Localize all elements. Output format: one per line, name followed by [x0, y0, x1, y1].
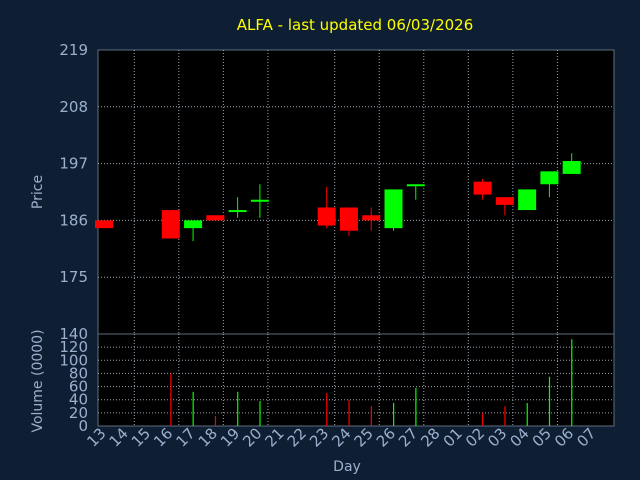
x-tick-label: 07 [573, 424, 599, 450]
volume-bar [415, 387, 417, 426]
candle-body [228, 210, 247, 213]
candle-body [562, 161, 581, 174]
price-tick-label: 208 [59, 98, 88, 116]
candle-body [540, 171, 559, 185]
volume-bar [571, 339, 573, 426]
volume-bar [526, 403, 528, 426]
volume-tick-label: 120 [59, 338, 88, 356]
volume-bar [192, 391, 194, 426]
volume-bar [237, 391, 239, 426]
candle-body [317, 207, 336, 226]
candle-body [362, 215, 381, 221]
candle-body [95, 220, 113, 229]
volume-bars [170, 339, 573, 426]
grid-lines [98, 50, 614, 426]
volume-bar [548, 376, 551, 426]
price-tick-label: 175 [59, 268, 88, 286]
candle-body [406, 184, 425, 187]
price-tick-label: 186 [59, 211, 88, 229]
volume-bar [348, 399, 350, 426]
candle-body [339, 207, 358, 231]
price-tick-label: 219 [59, 41, 88, 59]
candle-body [161, 210, 180, 239]
volume-tick-label: 20 [69, 404, 88, 422]
candle-body [384, 189, 403, 229]
price-axis-title: Price [30, 175, 46, 209]
volume-tick-label: 0 [78, 417, 88, 435]
candle-body [518, 189, 537, 211]
volume-bar [482, 412, 484, 426]
x-axis: 1314151617181920212223242526272801020304… [83, 424, 599, 450]
volume-bar [504, 406, 506, 426]
candle-body [184, 220, 203, 229]
x-axis-title: Day [333, 459, 361, 475]
volume-tick-label: 140 [59, 325, 88, 343]
chart-title: ALFA - last updated 06/03/2026 [237, 16, 474, 34]
price-candles [95, 153, 581, 242]
volume-bar [393, 403, 395, 426]
volume-bar [326, 393, 328, 426]
volume-tick-label: 40 [69, 391, 88, 409]
volume-bar [259, 401, 261, 426]
volume-tick-label: 60 [69, 378, 88, 396]
candle-body [495, 197, 514, 205]
price-tick-label: 197 [59, 155, 88, 173]
volume-bar [170, 373, 172, 426]
volume-axis-title: Volume (0000) [30, 329, 46, 432]
volume-plot-area [97, 333, 615, 427]
volume-bar [214, 416, 217, 426]
volume-bar [370, 406, 372, 426]
volume-tick-label: 80 [69, 364, 88, 382]
candle-body [473, 181, 492, 195]
volume-tick-label: 100 [59, 351, 88, 369]
candle-body [250, 199, 269, 202]
price-plot-area [97, 49, 615, 335]
candle-body [206, 215, 225, 221]
